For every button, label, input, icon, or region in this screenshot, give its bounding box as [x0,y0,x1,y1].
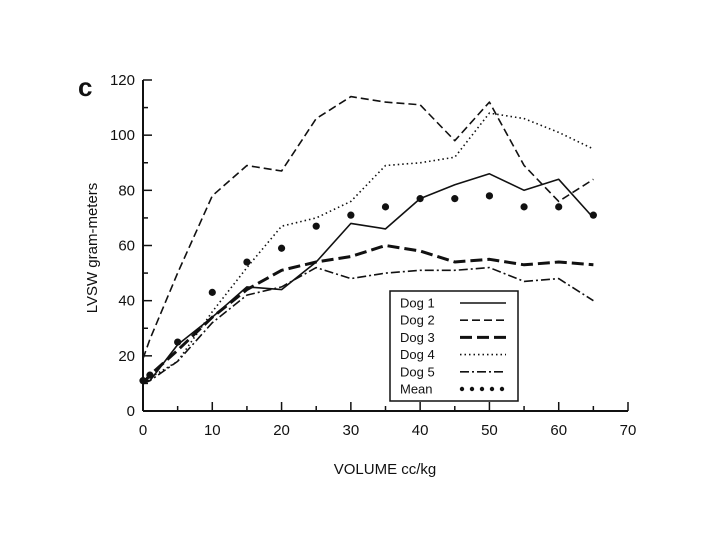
x-tick-label: 50 [481,422,498,439]
legend-label: Dog 2 [400,313,435,328]
x-tick-label: 10 [204,422,221,439]
y-tick-label: 100 [110,127,135,144]
mean-point [520,203,528,211]
series-line [142,95,594,359]
x-axis-label: VOLUME cc/kg [334,461,437,478]
legend-swatch [499,386,505,392]
mean-point [381,203,390,211]
x-tick-label: 30 [343,422,360,439]
mean-point [312,222,320,230]
y-tick-label: 120 [110,72,135,89]
mean-point [555,203,563,211]
legend: Dog 1 Dog 2 Dog 3 Dog 4 Dog 5 Mean [389,290,519,402]
x-tick-label: 60 [550,422,567,439]
mean-point [347,211,355,219]
axes [142,80,628,412]
legend-label: Dog 1 [400,296,435,311]
y-tick-label: 80 [118,182,135,199]
mean-point [451,195,459,203]
x-tick-label: 70 [620,422,637,439]
x-tick-label: 20 [273,422,290,439]
legend-swatch [489,386,495,392]
x-tick-label: 40 [412,422,429,439]
mean-point [146,371,154,379]
series-mean [139,192,597,385]
legend-label: Dog 3 [400,330,435,345]
y-axis-label: LVSW gram-meters [84,183,101,314]
legend-label: Dog 5 [400,364,435,379]
legend-label: Dog 4 [400,347,435,362]
series-line [142,173,594,385]
mean-point [277,244,286,252]
mean-point [485,192,494,200]
legend-box [389,290,519,402]
series-dog-1 [142,173,594,385]
y-tick-label: 40 [118,293,135,310]
mean-point [139,377,147,385]
legend-label: Mean [400,382,433,397]
panel-label: c [78,72,92,102]
series-layer [139,95,597,385]
y-tick-label: 20 [118,348,135,365]
mean-point [208,288,216,296]
series-line [141,244,594,385]
y-tick-label: 0 [127,403,135,420]
series-line [142,112,594,382]
x-tick-label: 0 [139,422,147,439]
ticks: 0 10 20 30 40 50 60 70 0 20 40 60 80 100 120 [110,72,636,439]
mean-point [243,258,251,266]
series-line [143,266,594,382]
mean-point [174,338,182,346]
legend-swatch [469,386,475,392]
y-tick-label: 60 [118,238,135,255]
mean-point [589,211,597,219]
series-dog-3 [141,244,594,385]
mean-point [416,195,424,203]
series-dog-2 [142,95,594,359]
legend-swatch [479,386,485,392]
series-dog-5 [143,266,594,382]
legend-swatch [459,386,465,392]
series-dog-4 [142,112,594,382]
